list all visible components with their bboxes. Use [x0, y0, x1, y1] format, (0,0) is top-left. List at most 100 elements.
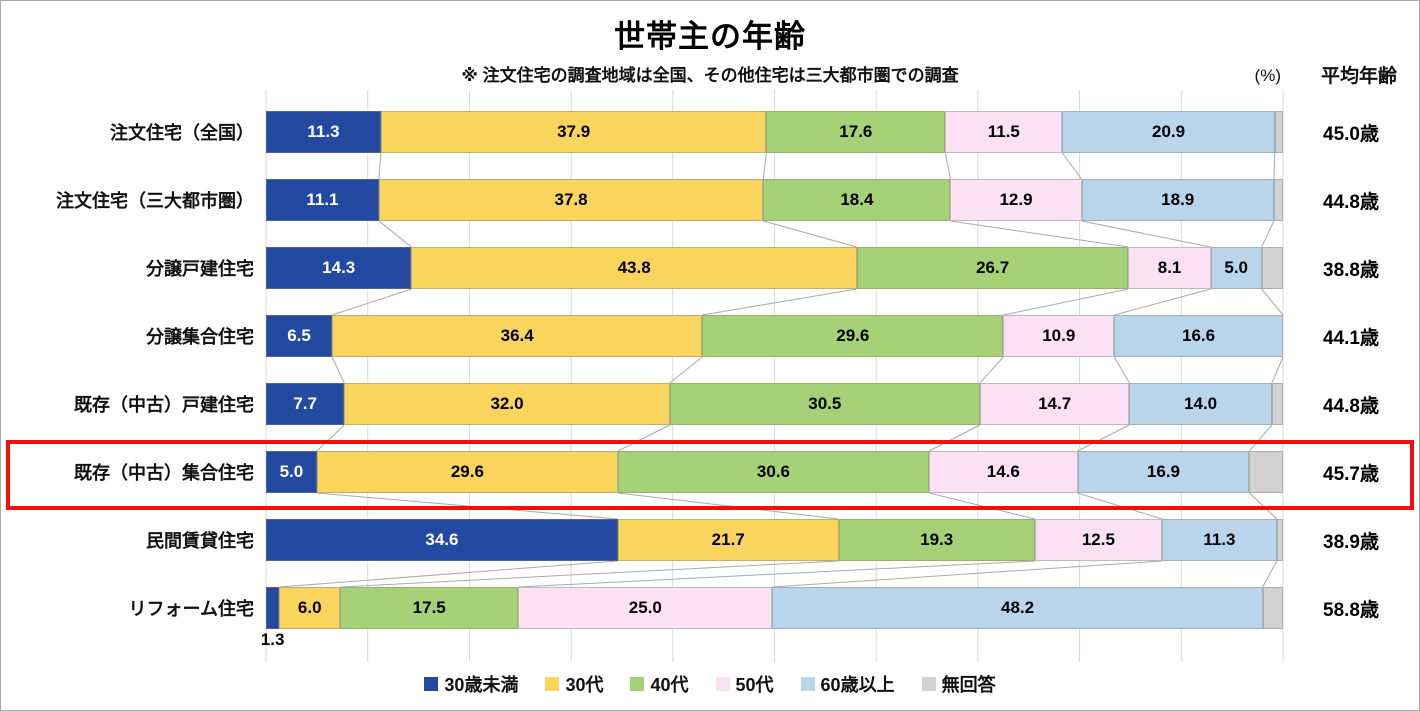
bar-segment-30代: 29.6 [316, 451, 618, 493]
category-label: 既存（中古）集合住宅 [74, 463, 254, 483]
bar-segment-30歳未満: 6.5 [266, 315, 333, 357]
average-age: 44.8歳 [1323, 191, 1379, 213]
bar-segment-50代: 11.5 [945, 111, 1063, 153]
legend-label: 50代 [735, 675, 774, 695]
segment-label: 17.5 [412, 598, 446, 617]
segment-label: 6.5 [287, 326, 311, 345]
segment-label: 16.9 [1146, 462, 1180, 481]
bar-segment-30代: 37.9 [380, 111, 767, 153]
bar-segment-50代: 25.0 [518, 587, 773, 629]
category-label: 既存（中古）戸建住宅 [74, 395, 254, 415]
bar-segment-50代: 12.5 [1034, 519, 1162, 561]
segment-label: 12.9 [999, 190, 1033, 209]
segment-label: 36.4 [500, 326, 534, 345]
bar-segment-40代: 30.5 [669, 383, 980, 425]
bar-segment-50代: 12.9 [950, 179, 1082, 221]
bar-track: 14.3 43.8 26.7 8.1 5.0 [266, 247, 1283, 289]
segment-label: 12.5 [1081, 530, 1115, 549]
bar-segment-無回答 [1271, 383, 1283, 425]
legend-item-50代: 50代 [715, 671, 774, 697]
average-age: 44.1歳 [1323, 327, 1379, 349]
bar-segment-30代: 32.0 [344, 383, 670, 425]
segment-label: 16.6 [1182, 326, 1216, 345]
bar-segment-30代: 43.8 [411, 247, 857, 289]
average-age: 45.7歳 [1323, 463, 1379, 485]
bar-track: 34.6 21.7 19.3 12.5 11.3 [266, 519, 1283, 561]
bar-segment-60歳以上: 16.6 [1114, 315, 1283, 357]
legend-item-40代: 40代 [630, 671, 689, 697]
category-label: リフォーム住宅 [128, 599, 254, 619]
segment-label: 18.4 [840, 190, 874, 209]
bar-segment-60歳以上: 20.9 [1062, 111, 1275, 153]
chart-row: 注文住宅（全国） 11.3 37.9 17.6 11.5 20.9 45.0歳 [1, 98, 1419, 166]
bar-rows: 注文住宅（全国） 11.3 37.9 17.6 11.5 20.9 45.0歳 注文住宅（三大… [1, 98, 1419, 649]
segment-label: 29.6 [450, 462, 484, 481]
legend-item-無回答: 無回答 [921, 671, 996, 697]
legend-label: 60歳以上 [820, 675, 895, 695]
average-age-header: 平均年齢 [1320, 66, 1397, 87]
segment-label: 30.5 [808, 394, 842, 413]
segment-label: 18.9 [1161, 190, 1195, 209]
bar-track: 7.7 32.0 30.5 14.7 14.0 [266, 383, 1283, 425]
legend-item-30歳未満: 30歳未満 [424, 671, 518, 697]
segment-label: 5.0 [279, 462, 304, 481]
bar-segment-40代: 17.5 [340, 587, 519, 629]
bar-track: 1.3 6.0 17.5 25.0 48.2 [261, 587, 1283, 649]
segment-label: 29.6 [836, 326, 870, 345]
segment-label: 32.0 [490, 394, 524, 413]
bar-segment-60歳以上: 14.0 [1129, 383, 1272, 425]
plot-area: 注文住宅（全国） 11.3 37.9 17.6 11.5 20.9 45.0歳 注文住宅（三大… [1, 90, 1419, 662]
category-label: 民間賃貸住宅 [146, 531, 254, 551]
legend-swatch-icon [424, 677, 439, 691]
segment-label: 20.9 [1152, 122, 1186, 141]
legend-swatch-icon [921, 677, 936, 691]
legend-item-60歳以上: 60歳以上 [800, 671, 895, 697]
segment-label: 8.1 [1157, 258, 1182, 277]
chart-row: 注文住宅（三大都市圏） 11.1 37.8 18.4 12.9 18.9 44.8歳 [1, 166, 1419, 234]
bar-track: 11.1 37.8 18.4 12.9 18.9 [266, 179, 1283, 221]
segment-label: 21.7 [711, 530, 745, 549]
bar-segment-40代: 18.4 [763, 179, 951, 221]
chart-row: 既存（中古）戸建住宅 7.7 32.0 30.5 14.7 14.0 44.8歳 [1, 370, 1419, 438]
legend-label: 30歳未満 [444, 675, 519, 695]
segment-label: 14.3 [322, 258, 356, 277]
average-age: 45.0歳 [1323, 123, 1379, 145]
chart-row: 分譲集合住宅 6.5 36.4 29.6 10.9 16.6 44.1歳 [1, 302, 1419, 370]
segment-label: 30.6 [756, 462, 791, 481]
bar-segment-無回答 [1261, 247, 1283, 289]
segment-label: 6.0 [297, 598, 322, 617]
bar-segment-40代: 30.6 [617, 451, 930, 493]
segment-label: 5.0 [1224, 258, 1248, 277]
bar-segment-40代: 19.3 [838, 519, 1035, 561]
segment-label: 11.1 [306, 190, 339, 209]
legend: 30歳未満 30代 40代 50代 60歳以上 無回答 [1, 671, 1419, 697]
bar-track: 11.3 37.9 17.6 11.5 20.9 [266, 111, 1283, 153]
bar-segment-30歳未満: 7.7 [266, 383, 345, 425]
segment-label: 37.8 [554, 190, 588, 209]
bar-segment-50代: 14.7 [979, 383, 1130, 425]
chart-row: 民間賃貸住宅 34.6 21.7 19.3 12.5 11.3 38.9歳 [1, 506, 1419, 574]
category-label: 分譲戸建住宅 [146, 259, 254, 279]
legend-swatch-icon [715, 677, 730, 691]
average-age: 44.8歳 [1323, 395, 1379, 417]
bar-segment-30歳未満: 11.1 [266, 179, 379, 221]
bar-segment-60歳以上: 48.2 [772, 587, 1263, 629]
bar-segment-30代: 36.4 [332, 315, 703, 357]
chart-header: ※ 注文住宅の調査地域は全国、その他住宅は三大都市圏での調査 (%) 平均年齢 [1, 58, 1419, 90]
bar-segment-40代: 26.7 [856, 247, 1129, 289]
average-age: 58.8歳 [1323, 599, 1379, 621]
bar-segment-無回答 [1276, 519, 1283, 561]
segment-label: 19.3 [920, 530, 954, 549]
legend-label: 30代 [565, 675, 604, 695]
bar-segment-30歳未満 [266, 587, 280, 629]
bar-segment-60歳以上: 18.9 [1081, 179, 1274, 221]
chart-row: 既存（中古）集合住宅 5.0 29.6 30.6 14.6 16.9 45.7歳 [1, 438, 1419, 510]
segment-label: 17.6 [839, 122, 873, 141]
legend-swatch-icon [800, 677, 815, 691]
legend-item-30代: 30代 [545, 671, 603, 697]
segment-label: 34.6 [425, 530, 459, 549]
segment-label: 37.9 [557, 122, 591, 141]
segment-label: 43.8 [617, 258, 651, 277]
unit-label: (%) [1254, 66, 1281, 85]
